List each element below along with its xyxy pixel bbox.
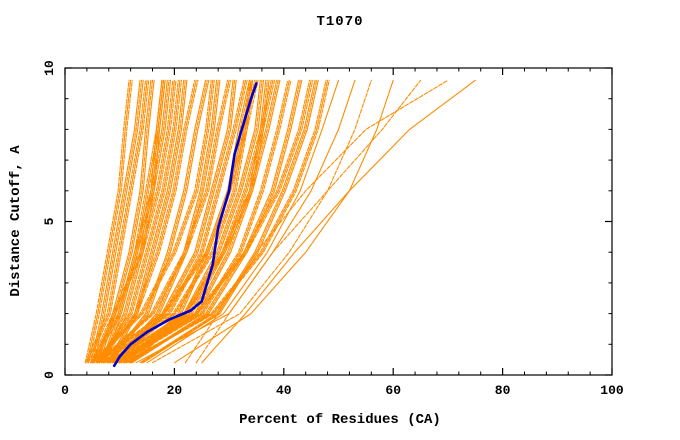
y-tick-label: 5 [42,217,57,225]
model-curve [95,79,196,364]
x-tick-label: 0 [61,383,69,398]
model-curve [101,79,245,364]
model-curve [95,79,179,364]
model-curve [98,79,183,364]
model-curve [195,79,422,364]
model-curve [123,79,327,364]
x-tick-label: 20 [167,383,183,398]
model-curve [106,79,267,364]
model-curve [90,79,141,364]
model-curve [95,79,229,364]
model-curve [97,79,154,364]
x-tick-label: 80 [495,383,511,398]
model-curve [98,79,232,364]
model-curve [91,79,175,364]
model-curve [97,79,230,364]
model-curve [86,79,148,364]
model-curve [95,79,152,364]
model-curve [109,79,270,364]
model-curve [112,79,311,364]
model-curve [93,79,215,364]
model-curve [146,79,340,364]
model-curve [106,79,256,364]
model-curve [142,79,319,364]
model-curve [130,79,301,364]
model-curve [112,79,272,364]
model-curve [87,79,133,364]
model-curve [91,79,214,364]
y-tick-label: 10 [42,60,57,76]
model-curve [104,79,248,364]
model-curve [141,79,318,364]
model-curve [126,79,330,364]
model-curve [90,79,174,364]
model-curve [201,79,476,364]
model-curve [151,79,372,364]
x-tick-label: 100 [600,383,624,398]
model-curve [120,79,292,364]
model-curve [86,79,132,364]
model-curve [91,79,143,364]
median-curve [112,82,258,368]
model-curve [108,79,208,364]
model-curve [102,79,247,364]
model-curve [104,79,166,364]
model-curve [128,79,300,364]
model-curve [93,79,177,364]
model-curve [135,79,356,364]
model-curve [97,79,197,364]
model-curve [84,79,130,364]
model-curve [117,79,289,364]
model-curve [87,79,150,364]
model-curve [102,79,165,364]
model-curve [113,79,274,364]
model-curve [101,79,163,364]
model-curve [90,79,212,364]
model-curve [113,79,312,364]
y-axis-label: Distance Cutoff, A [8,145,24,297]
model-curve [139,79,316,364]
x-tick-label: 40 [276,383,292,398]
model-curve [112,79,218,364]
model-curve [115,79,314,364]
model-curve [102,79,170,364]
model-curve [97,79,252,364]
model-curve [106,79,207,364]
model-curve [84,79,147,364]
y-tick-label: 0 [42,371,57,379]
model-curve [108,79,268,364]
model-curve [97,79,181,364]
x-tick-label: 60 [385,383,401,398]
model-curve [124,79,329,364]
x-axis-label: Percent of Residues (CA) [239,412,441,428]
model-curve [119,79,290,364]
plot-title: T1070 [316,14,364,30]
model-curve [184,79,449,364]
